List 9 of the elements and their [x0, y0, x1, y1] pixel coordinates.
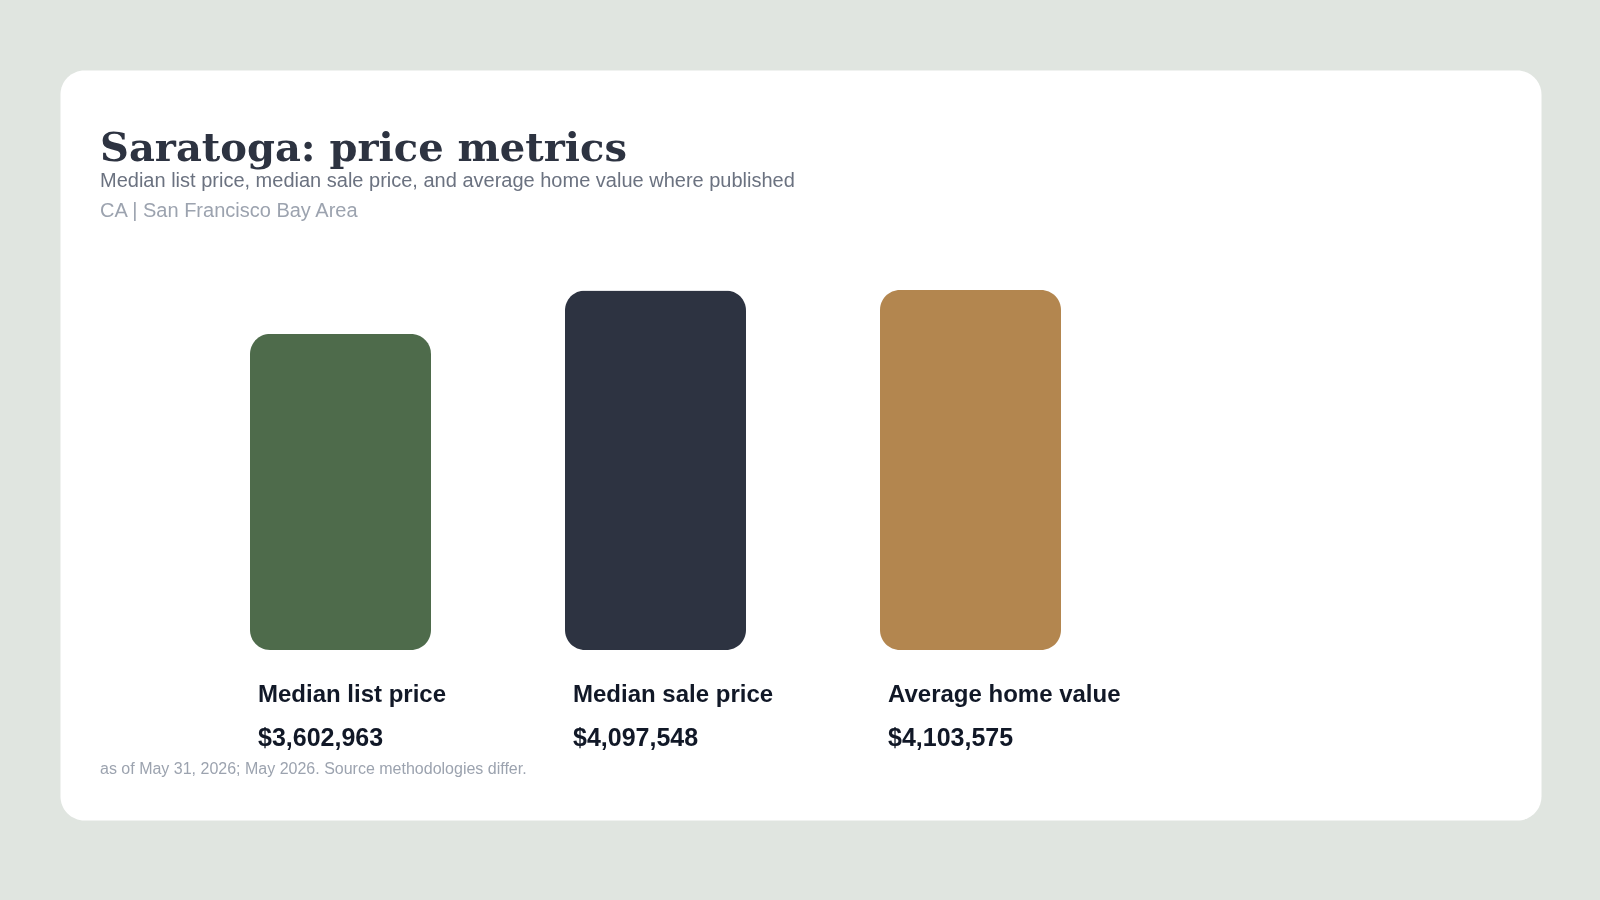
- x-tick-label: Average home value: [888, 680, 1121, 707]
- chart-subtitle: Median list price, median sale price, and average home value where published: [100, 169, 795, 191]
- x-tick-label: Median sale price: [573, 680, 774, 707]
- data-label: $4,097,548: [573, 723, 699, 751]
- data-label: $4,103,575: [888, 723, 1014, 751]
- x-tick-label: Median list price: [258, 680, 447, 707]
- data-label: $3,602,963: [258, 723, 384, 751]
- text: as of May 31, 2026; May 2026. Source methodologies differ.: [100, 760, 527, 777]
- text: CA | San Francisco Bay Area: [100, 199, 359, 221]
